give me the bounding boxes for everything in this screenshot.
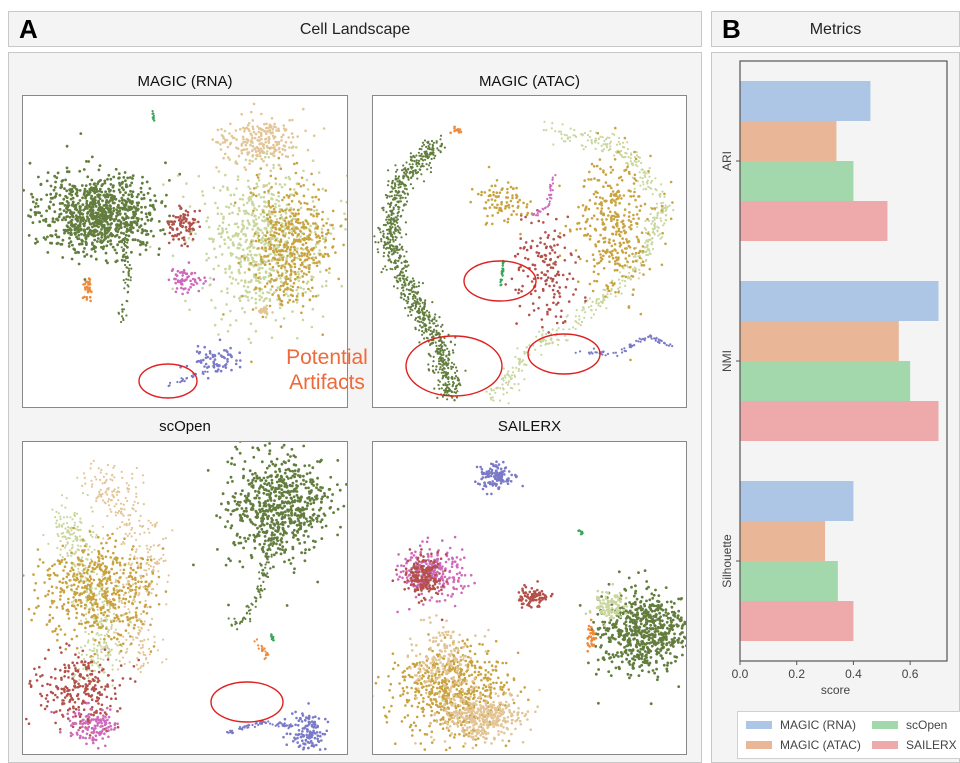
artifact-circle: [463, 260, 537, 302]
umap-plot-magic-rna: [22, 95, 348, 408]
plot-frame: [739, 60, 948, 662]
panel-b-title: Metrics: [809, 21, 862, 38]
legend-label-sailerx: SAILERX: [906, 738, 957, 752]
panel-a-title: Cell Landscape: [299, 21, 411, 38]
cell-cluster: [50, 701, 119, 750]
artifact-label-line2: Artifacts: [289, 371, 365, 394]
bar-silhouette-scopen: [740, 561, 838, 601]
cell-cluster: [81, 277, 93, 303]
legend-label-magic-rna: MAGIC (RNA): [780, 718, 856, 732]
bar-nmi-scopen: [740, 361, 911, 401]
cell-cluster: [558, 126, 674, 362]
cell-trajectory: [270, 633, 275, 642]
legend-swatch-magic-rna: [746, 721, 772, 729]
umap-scatter-magic-rna: [23, 102, 347, 399]
panel-b-letter: B: [722, 14, 741, 44]
panel-b-header: B Metrics: [711, 11, 960, 47]
potential-artifacts-label: Potential Artifacts: [272, 345, 382, 395]
cell-cluster: [414, 683, 541, 750]
legend-item-scopen: scOpen: [872, 718, 947, 732]
panel-a-letter: A: [19, 14, 38, 44]
x-tick-label: 0.2: [788, 667, 805, 681]
cell-cluster: [278, 702, 330, 754]
x-tick-label: 0.6: [902, 667, 919, 681]
legend-swatch-sailerx: [872, 741, 898, 749]
artifact-circle: [527, 333, 601, 375]
umap-title-magic-rna: MAGIC (RNA): [137, 73, 233, 90]
umap-scatter-magic-atac: [373, 120, 675, 405]
cell-cluster: [517, 580, 554, 609]
cell-trajectory: [577, 529, 584, 536]
umap-title-magic-atac: MAGIC (ATAC): [478, 73, 581, 90]
bar-nmi-magic-rna: [740, 281, 939, 321]
artifact-circle: [210, 681, 284, 723]
cell-trajectory: [227, 536, 280, 631]
artifact-circle: [138, 363, 198, 399]
artifact-label-line1: Potential: [286, 346, 368, 369]
legend-item-sailerx: SAILERX: [872, 738, 957, 752]
cell-cluster: [166, 204, 202, 248]
cell-cluster: [192, 442, 347, 607]
cell-cluster: [391, 548, 448, 622]
cell-trajectory: [117, 236, 133, 324]
cell-cluster: [584, 582, 628, 627]
legend-item-magic-rna: MAGIC (RNA): [746, 718, 856, 732]
umap-plot-magic-atac: [372, 95, 687, 408]
umap-plot-sailerx: [372, 441, 687, 755]
cell-cluster: [469, 165, 534, 236]
cell-cluster: [167, 261, 216, 296]
cell-cluster: [474, 460, 524, 496]
umap-plot-scopen: [22, 441, 348, 755]
bar-ari-magic-rna: [740, 81, 871, 121]
umap-title-sailerx: SAILERX: [497, 418, 562, 435]
cell-trajectory: [485, 120, 675, 405]
x-tick-label: 0.4: [845, 667, 862, 681]
cell-cluster: [179, 338, 242, 380]
panel-a-header: A Cell Landscape: [8, 11, 702, 47]
bar-silhouette-magic-rna: [740, 481, 854, 521]
cell-cluster: [449, 125, 463, 135]
bar-ari-scopen: [740, 161, 854, 201]
cell-trajectory: [151, 110, 156, 122]
cell-cluster: [406, 614, 490, 707]
cell-trajectory: [574, 334, 674, 357]
cell-cluster: [254, 306, 274, 316]
bar-nmi-sailerx: [740, 401, 939, 441]
cell-cluster: [222, 146, 347, 364]
legend-label-magic-atac: MAGIC (ATAC): [780, 738, 861, 752]
cell-trajectory: [253, 638, 270, 661]
cell-cluster: [586, 618, 598, 653]
bar-silhouette-sailerx: [740, 601, 854, 641]
cell-trajectory: [76, 459, 174, 674]
cell-trajectory: [373, 134, 467, 402]
umap-scatter-sailerx: [373, 460, 686, 752]
y-tick-label: NMI: [720, 350, 734, 372]
cell-cluster: [578, 569, 686, 706]
legend-swatch-magic-atac: [746, 741, 772, 749]
x-tick-label: 0.0: [732, 667, 749, 681]
bar-ari-sailerx: [740, 201, 888, 241]
bar-nmi-magic-atac: [740, 321, 899, 361]
umap-scatter-scopen: [23, 442, 347, 754]
cell-cluster: [23, 526, 168, 658]
cell-cluster: [23, 132, 195, 281]
y-tick-label: ARI: [720, 151, 734, 171]
bar-silhouette-magic-atac: [740, 521, 826, 561]
umap-title-scopen: scOpen: [159, 418, 211, 435]
cell-cluster: [25, 642, 140, 737]
bar-ari-magic-atac: [740, 121, 837, 161]
chart-legend: MAGIC (RNA) MAGIC (ATAC) scOpen SAILERX: [737, 711, 960, 759]
legend-item-magic-atac: MAGIC (ATAC): [746, 738, 861, 752]
cell-cluster: [504, 209, 587, 334]
x-axis-label: score: [821, 683, 851, 697]
legend-label-scopen: scOpen: [906, 718, 948, 732]
y-tick-label: Silhouette: [720, 534, 734, 588]
cell-cluster: [211, 102, 326, 188]
cell-trajectory: [531, 174, 557, 217]
legend-swatch-scopen: [872, 721, 898, 729]
artifact-circle: [405, 335, 503, 397]
